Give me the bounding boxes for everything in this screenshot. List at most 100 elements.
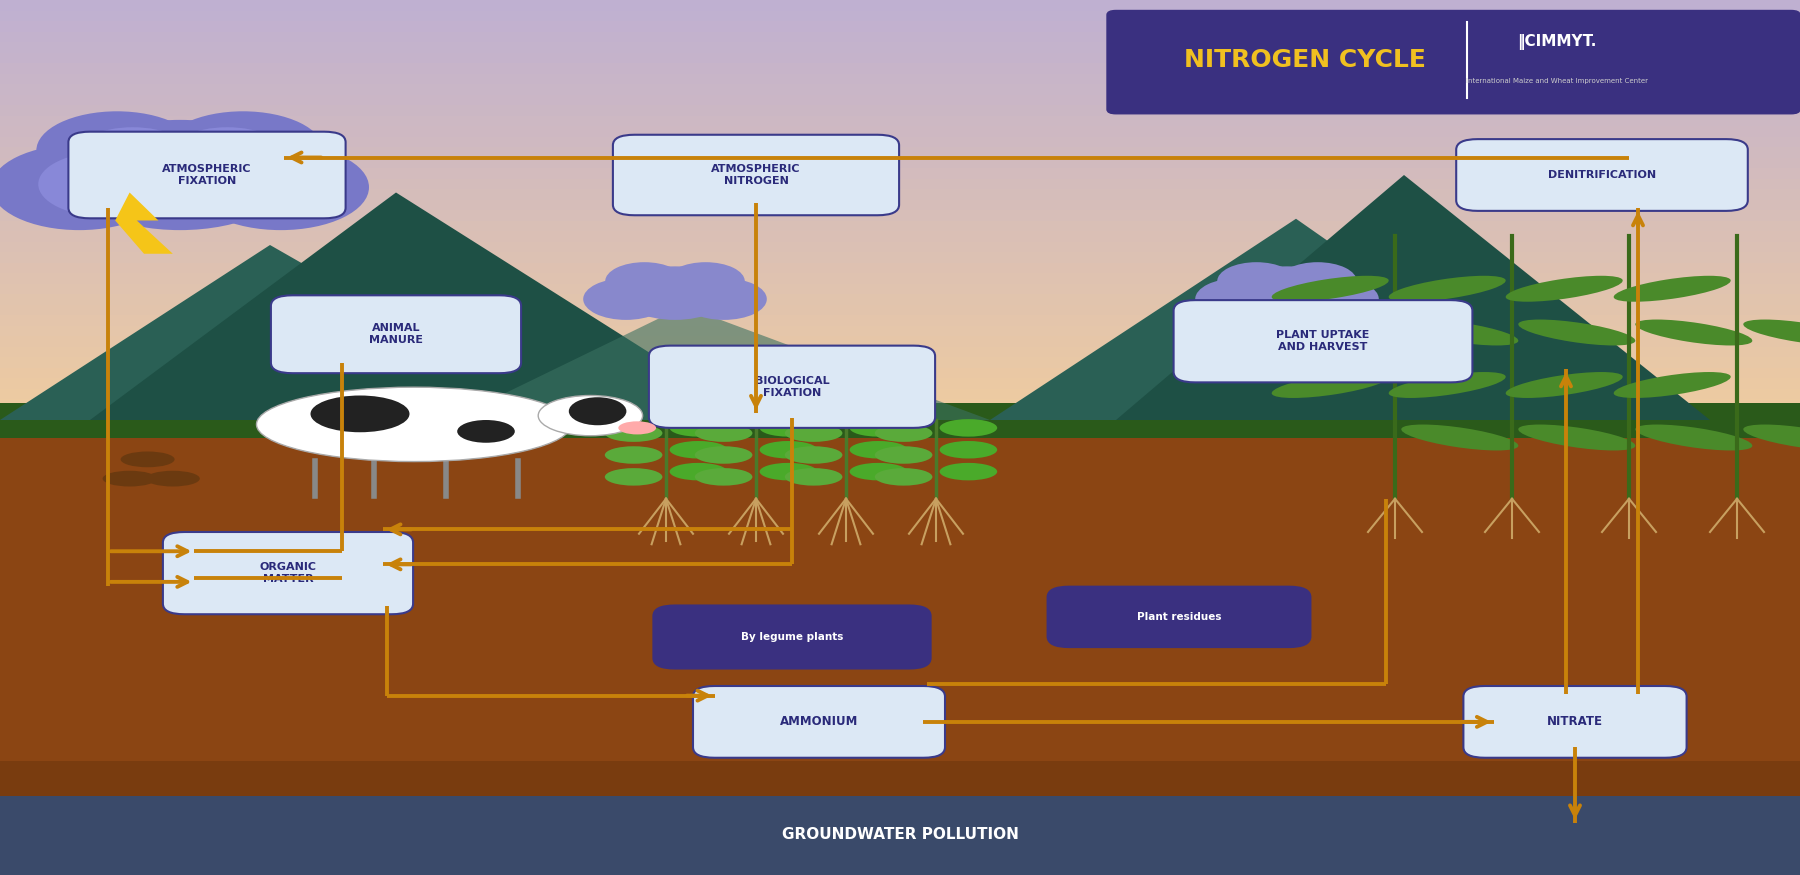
FancyBboxPatch shape bbox=[68, 132, 346, 218]
Text: Plant residues: Plant residues bbox=[1138, 612, 1220, 622]
Circle shape bbox=[95, 134, 265, 216]
Ellipse shape bbox=[1742, 424, 1800, 451]
Ellipse shape bbox=[695, 446, 752, 464]
Ellipse shape bbox=[670, 441, 727, 458]
Ellipse shape bbox=[850, 441, 907, 458]
FancyBboxPatch shape bbox=[1107, 10, 1800, 114]
Circle shape bbox=[36, 111, 198, 190]
Circle shape bbox=[72, 127, 193, 186]
Bar bbox=[0, 284, 1800, 294]
Text: PLANT UPTAKE
AND HARVEST: PLANT UPTAKE AND HARVEST bbox=[1276, 331, 1370, 352]
Bar bbox=[0, 315, 1800, 326]
Ellipse shape bbox=[121, 452, 175, 467]
Text: ATMOSPHERIC
NITROGEN: ATMOSPHERIC NITROGEN bbox=[711, 164, 801, 186]
Ellipse shape bbox=[1613, 276, 1732, 302]
Bar bbox=[0, 410, 1800, 420]
Bar bbox=[0, 326, 1800, 336]
Polygon shape bbox=[1116, 175, 1710, 420]
Ellipse shape bbox=[1517, 319, 1636, 346]
Circle shape bbox=[193, 144, 369, 230]
Ellipse shape bbox=[538, 396, 643, 436]
FancyBboxPatch shape bbox=[612, 135, 898, 215]
Circle shape bbox=[1195, 278, 1282, 320]
Bar bbox=[0, 168, 1800, 178]
Circle shape bbox=[1217, 262, 1296, 300]
Polygon shape bbox=[450, 306, 990, 420]
Ellipse shape bbox=[1388, 372, 1507, 398]
Polygon shape bbox=[0, 245, 576, 420]
Ellipse shape bbox=[146, 471, 200, 487]
Text: ORGANIC
MATTER: ORGANIC MATTER bbox=[259, 563, 317, 584]
Text: GROUNDWATER POLLUTION: GROUNDWATER POLLUTION bbox=[781, 827, 1019, 843]
Bar bbox=[0, 31, 1800, 42]
Ellipse shape bbox=[605, 446, 662, 464]
Circle shape bbox=[162, 111, 324, 190]
Bar bbox=[0, 438, 1800, 796]
Ellipse shape bbox=[850, 419, 907, 437]
Ellipse shape bbox=[1271, 276, 1390, 302]
Polygon shape bbox=[990, 219, 1584, 420]
Ellipse shape bbox=[1388, 276, 1507, 302]
Bar bbox=[0, 399, 1800, 410]
Bar bbox=[0, 116, 1800, 126]
Text: By legume plants: By legume plants bbox=[742, 632, 842, 642]
Bar bbox=[0, 294, 1800, 304]
Polygon shape bbox=[90, 192, 756, 420]
Ellipse shape bbox=[256, 387, 572, 462]
Bar bbox=[0, 158, 1800, 168]
Bar bbox=[0, 63, 1800, 74]
Circle shape bbox=[680, 278, 767, 320]
Text: ATMOSPHERIC
FIXATION: ATMOSPHERIC FIXATION bbox=[162, 164, 252, 186]
Circle shape bbox=[619, 266, 731, 320]
Bar bbox=[0, 402, 1800, 455]
FancyBboxPatch shape bbox=[1463, 686, 1687, 758]
Text: BIOLOGICAL
FIXATION: BIOLOGICAL FIXATION bbox=[754, 376, 830, 397]
Circle shape bbox=[167, 127, 288, 186]
Bar bbox=[0, 84, 1800, 94]
Ellipse shape bbox=[875, 468, 932, 486]
Bar bbox=[0, 378, 1800, 388]
Ellipse shape bbox=[760, 441, 817, 458]
Bar bbox=[0, 21, 1800, 31]
Bar bbox=[0, 336, 1800, 346]
Bar bbox=[0, 252, 1800, 262]
Text: NITROGEN CYCLE: NITROGEN CYCLE bbox=[1184, 48, 1426, 73]
Ellipse shape bbox=[940, 419, 997, 437]
FancyBboxPatch shape bbox=[270, 296, 520, 373]
Ellipse shape bbox=[1634, 424, 1753, 451]
Bar bbox=[0, 273, 1800, 284]
Text: ‖CIMMYT.: ‖CIMMYT. bbox=[1517, 34, 1597, 50]
Ellipse shape bbox=[670, 419, 727, 437]
Ellipse shape bbox=[619, 421, 655, 435]
Ellipse shape bbox=[1400, 424, 1519, 451]
Ellipse shape bbox=[940, 463, 997, 480]
Ellipse shape bbox=[940, 441, 997, 458]
Bar bbox=[0, 74, 1800, 84]
Circle shape bbox=[1231, 266, 1343, 320]
Bar bbox=[0, 761, 1800, 796]
Ellipse shape bbox=[760, 419, 817, 437]
Ellipse shape bbox=[1505, 276, 1624, 302]
Ellipse shape bbox=[760, 463, 817, 480]
FancyBboxPatch shape bbox=[1174, 300, 1472, 382]
Bar bbox=[0, 231, 1800, 242]
Ellipse shape bbox=[1271, 372, 1390, 398]
Ellipse shape bbox=[310, 396, 410, 432]
Bar bbox=[0, 210, 1800, 220]
Circle shape bbox=[1278, 262, 1357, 300]
Bar bbox=[0, 189, 1800, 200]
Ellipse shape bbox=[785, 446, 842, 464]
Bar bbox=[0, 200, 1800, 210]
Ellipse shape bbox=[670, 463, 727, 480]
Polygon shape bbox=[115, 192, 173, 254]
Bar bbox=[0, 147, 1800, 158]
Ellipse shape bbox=[569, 397, 626, 425]
Text: ANIMAL
MANURE: ANIMAL MANURE bbox=[369, 324, 423, 345]
Circle shape bbox=[0, 144, 167, 230]
Ellipse shape bbox=[1517, 424, 1636, 451]
Bar bbox=[0, 402, 1800, 507]
FancyBboxPatch shape bbox=[1456, 139, 1748, 211]
Circle shape bbox=[67, 120, 293, 230]
Ellipse shape bbox=[1400, 319, 1519, 346]
Bar bbox=[0, 388, 1800, 399]
